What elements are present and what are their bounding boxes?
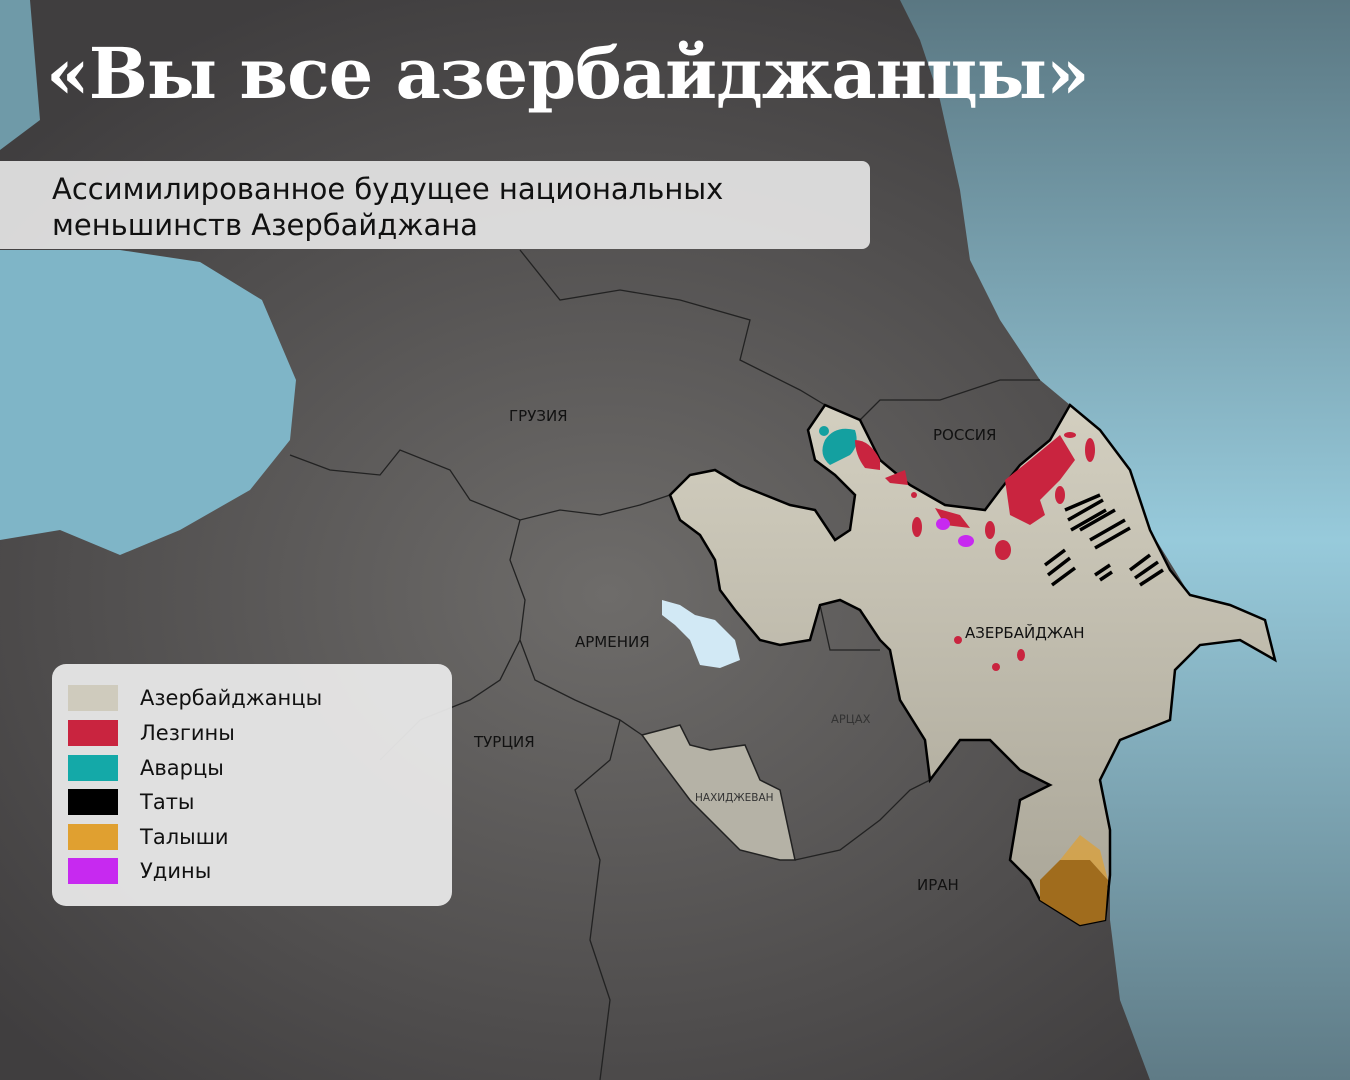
legend-item-lezgins: Лезгины: [68, 720, 235, 746]
legend-item-avars: Аварцы: [68, 755, 224, 781]
legend-swatch: [68, 789, 118, 815]
label-iran: ИРАН: [917, 876, 959, 894]
label-artsakh: АРЦАХ: [831, 712, 871, 726]
legend-swatch: [68, 755, 118, 781]
black-sea: [0, 250, 296, 555]
legend-label: Таты: [140, 790, 195, 814]
udin-areas: [936, 518, 974, 547]
black-sea-north: [0, 0, 40, 150]
azerbaijan-territory: [668, 403, 1277, 927]
legend-swatch: [68, 858, 118, 884]
caspian-sea: [900, 0, 1350, 1080]
avar-areas: [819, 426, 857, 465]
legend-label: Талыши: [140, 825, 229, 849]
subtitle-line-1: Ассимилированное будущее национальных: [52, 172, 724, 206]
lake-sevan: [662, 600, 740, 668]
page-title: «Вы все азербайджанцы»: [46, 32, 1090, 115]
legend-swatch: [68, 685, 118, 711]
legend: Азербайджанцы Лезгины Аварцы Таты Талыши…: [52, 664, 452, 906]
legend-label: Аварцы: [140, 756, 224, 780]
legend-swatch: [68, 720, 118, 746]
legend-item-udins: Удины: [68, 858, 211, 884]
label-russia: РОССИЯ: [933, 426, 997, 444]
legend-item-tats: Таты: [68, 789, 195, 815]
lezgin-areas: [855, 432, 1095, 671]
label-azerbaijan: АЗЕРБАЙДЖАН: [965, 624, 1085, 642]
label-armenia: АРМЕНИЯ: [575, 633, 650, 651]
subtitle-line-2: меньшинств Азербайджана: [52, 208, 478, 242]
legend-swatch: [68, 824, 118, 850]
legend-label: Лезгины: [140, 721, 235, 745]
legend-item-talysh: Талыши: [68, 824, 229, 850]
label-turkey: ТУРЦИЯ: [474, 733, 535, 751]
legend-label: Азербайджанцы: [140, 686, 323, 710]
label-georgia: ГРУЗИЯ: [509, 407, 568, 425]
label-nakhchivan: НАХИДЖЕВАН: [695, 792, 774, 804]
nakhchivan-territory: [640, 724, 796, 861]
subtitle-box: Ассимилированное будущее национальных ме…: [0, 161, 870, 249]
talysh-area: [1040, 835, 1108, 925]
legend-label: Удины: [140, 859, 212, 883]
legend-item-azerbaijanis: Азербайджанцы: [68, 685, 322, 711]
tat-areas: [1043, 493, 1164, 587]
